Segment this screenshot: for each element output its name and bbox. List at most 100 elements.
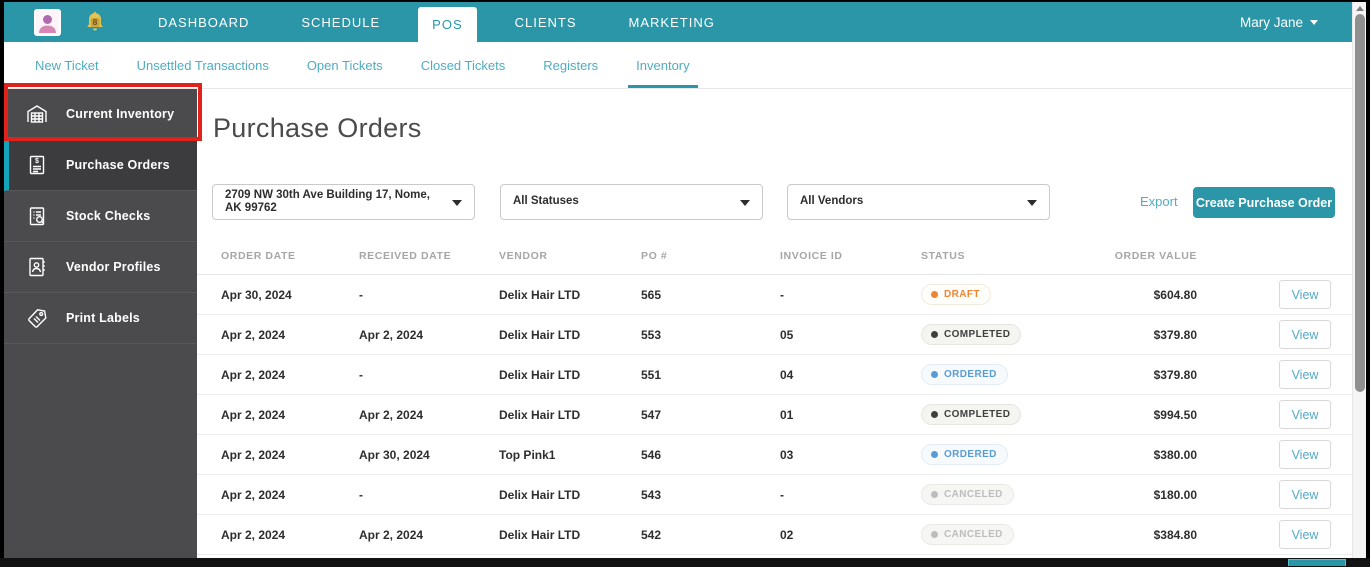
column-header: PO # [641,249,668,262]
nav-marketing[interactable]: MARKETING [628,14,715,30]
view-button[interactable]: View [1279,520,1331,549]
main-content: Purchase Orders 2709 NW 30th Ave Buildin… [197,89,1352,558]
create-purchase-order-button[interactable]: Create Purchase Order [1193,187,1335,218]
nav-dashboard[interactable]: DASHBOARD [158,14,250,30]
status-dot-icon [931,491,938,498]
po-number-cell: 546 [641,447,662,462]
invoice-id-cell: - [780,287,784,302]
view-button[interactable]: View [1279,320,1331,349]
status-label: ORDERED [944,449,997,460]
user-menu[interactable]: Mary Jane [1240,15,1318,30]
sidebar-item-label: Current Inventory [66,107,175,121]
nav-clients[interactable]: CLIENTS [514,14,577,30]
filter-bar: 2709 NW 30th Ave Building 17, Nome, AK 9… [197,184,1352,224]
status-cell: CANCELED [921,484,1101,505]
status-label: COMPLETED [944,329,1011,340]
order-date-cell: Apr 2, 2024 [221,447,286,462]
tab-inventory[interactable]: Inventory [628,42,699,88]
scroll-up-arrow-icon[interactable] [1355,6,1364,11]
warehouse-icon [27,105,47,123]
vendor-cell: Delix Hair LTD [499,287,581,302]
received-date-cell: Apr 2, 2024 [359,327,424,342]
chevron-down-icon [1310,19,1318,25]
status-badge: COMPLETED [921,404,1022,425]
view-button[interactable]: View [1279,280,1331,309]
brand-logo[interactable] [34,8,61,36]
sidebar-item-print-labels[interactable]: Print Labels [4,293,197,344]
status-cell: DRAFT [921,284,1101,305]
order-value-cell: $180.00 [1153,487,1197,502]
scrollbar-thumb[interactable] [1354,14,1365,392]
user-name: Mary Jane [1239,14,1303,30]
status-badge: ORDERED [921,444,1008,465]
vendor-dropdown[interactable]: All Vendors [787,184,1050,220]
status-dot-icon [931,291,938,298]
tab-open-tickets[interactable]: Open Tickets [306,57,383,73]
sidebar-item-vendor-profiles[interactable]: Vendor Profiles [4,242,197,293]
notifications-bell-icon[interactable]: 8 [84,10,106,34]
view-button[interactable]: View [1279,440,1331,469]
order-date-cell: Apr 2, 2024 [221,407,286,422]
export-link[interactable]: Export [1140,194,1178,209]
location-dropdown[interactable]: 2709 NW 30th Ave Building 17, Nome, AK 9… [212,184,475,220]
chat-widget-edge[interactable] [1288,559,1346,566]
sidebar-item-stock-checks[interactable]: Stock Checks [4,191,197,242]
top-header: 8 DASHBOARD SCHEDULE POS CLIENTS MARKETI… [4,2,1352,42]
column-header: ORDER DATE [221,249,296,262]
status-dropdown[interactable]: All Statuses [500,184,763,220]
column-header: STATUS [921,249,966,262]
status-dot-icon [931,331,938,338]
po-number-cell: 543 [641,487,662,502]
invoice-id-cell: 03 [780,447,794,462]
status-dot-icon [931,451,938,458]
invoice-id-cell: 05 [780,327,794,342]
po-number-cell: 551 [641,367,662,382]
sidebar-item-purchase-orders[interactable]: $ Purchase Orders [4,140,197,191]
location-dropdown-value: 2709 NW 30th Ave Building 17, Nome, AK 9… [225,188,430,215]
received-date-cell: - [359,287,363,302]
order-value-cell: $379.80 [1153,327,1197,342]
table-body: Apr 30, 2024 - Delix Hair LTD 565 - DRAF… [197,275,1352,555]
inventory-sidebar: Current Inventory $ Purchase Orders Stoc… [4,89,197,558]
status-cell: COMPLETED [921,404,1101,425]
sidebar-item-current-inventory[interactable]: Current Inventory [4,89,197,140]
column-header: INVOICE ID [780,249,843,262]
table-row: Apr 2, 2024 - Delix Hair LTD 543 - CANCE… [197,475,1352,515]
vendor-cell: Delix Hair LTD [499,527,581,542]
vendor-cell: Delix Hair LTD [499,407,581,422]
status-label: ORDERED [944,369,997,380]
tab-unsettled-transactions[interactable]: Unsettled Transactions [136,57,269,73]
received-date-cell: Apr 2, 2024 [359,527,424,542]
caret-down-icon [740,200,750,206]
tab-new-ticket[interactable]: New Ticket [35,57,99,73]
status-cell: CANCELED [921,524,1101,545]
tab-closed-tickets[interactable]: Closed Tickets [420,57,506,73]
table-row: Apr 30, 2024 - Delix Hair LTD 565 - DRAF… [197,275,1352,315]
po-number-cell: 553 [641,327,662,342]
order-value-cell: $380.00 [1153,447,1197,462]
view-button[interactable]: View [1279,400,1331,429]
status-cell: ORDERED [921,364,1101,385]
order-value-cell: $994.50 [1153,407,1197,422]
avatar-logo-icon [36,10,59,34]
nav-pos[interactable]: POS [418,7,477,42]
table-row: Apr 2, 2024 Apr 2, 2024 Delix Hair LTD 5… [197,395,1352,435]
view-button[interactable]: View [1279,360,1331,389]
order-value-cell: $379.80 [1153,367,1197,382]
received-date-cell: - [359,367,363,382]
caret-down-icon [452,200,462,206]
tab-registers[interactable]: Registers [543,57,599,73]
view-button[interactable]: View [1279,480,1331,509]
table-row: Apr 2, 2024 - Delix Hair LTD 551 04 ORDE… [197,355,1352,395]
table-row: Apr 2, 2024 Apr 2, 2024 Delix Hair LTD 5… [197,515,1352,555]
vertical-scrollbar[interactable] [1352,2,1366,558]
column-header: ORDER VALUE [1114,249,1197,262]
sidebar-item-label: Vendor Profiles [66,260,161,274]
order-date-cell: Apr 2, 2024 [221,327,286,342]
page-title: Purchase Orders [213,113,422,143]
pos-subnav: New Ticket Unsettled Transactions Open T… [4,42,1352,89]
status-cell: COMPLETED [921,324,1101,345]
nav-schedule[interactable]: SCHEDULE [301,14,381,30]
invoice-id-cell: 02 [780,527,794,542]
status-badge: DRAFT [921,284,991,305]
